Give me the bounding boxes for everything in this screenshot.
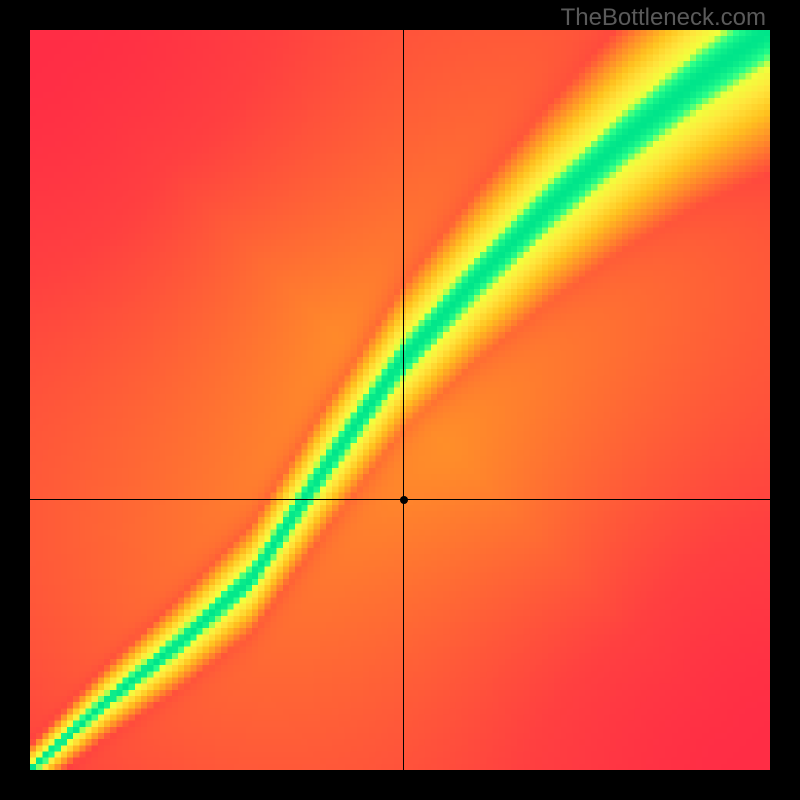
bottleneck-heatmap	[30, 30, 770, 770]
crosshair-marker	[400, 496, 408, 504]
chart-container: TheBottleneck.com	[0, 0, 800, 800]
watermark-text: TheBottleneck.com	[561, 4, 766, 32]
crosshair-vertical	[403, 30, 404, 770]
